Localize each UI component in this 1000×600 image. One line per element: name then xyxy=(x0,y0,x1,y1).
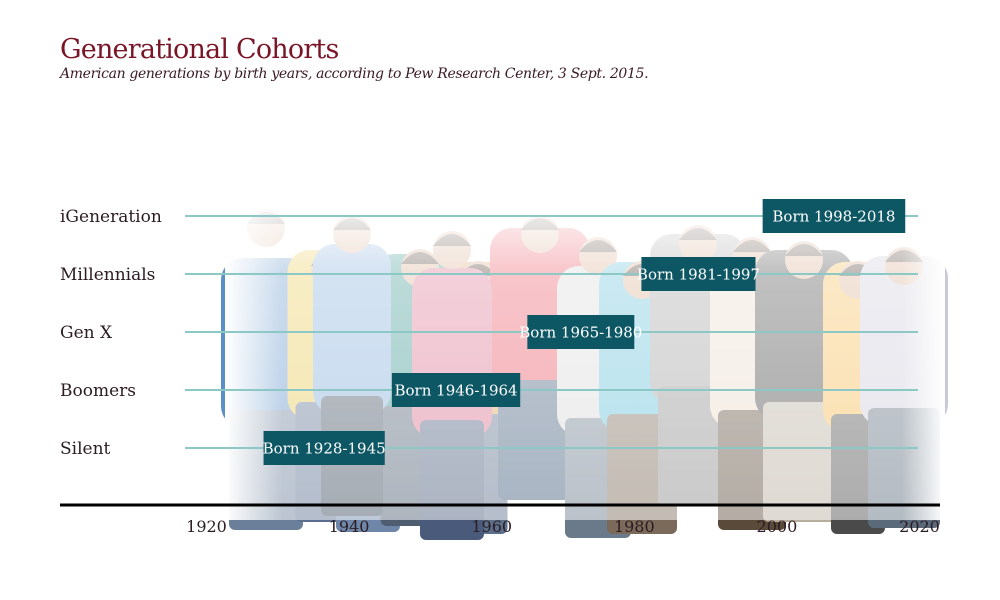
cohort-bar-label: Born 1965-1980 xyxy=(519,324,642,342)
x-tick-label: 2020 xyxy=(899,517,940,536)
chart-subtitle: American generations by birth years, acc… xyxy=(60,66,649,82)
cohort-name-label: Boomers xyxy=(60,381,136,401)
x-tick-label: 1960 xyxy=(471,517,512,536)
x-tick-label: 1980 xyxy=(614,517,655,536)
cohort-bar-label: Born 1946-1964 xyxy=(395,382,518,400)
chart-title: Generational Cohorts xyxy=(60,34,339,65)
cohort-name-label: iGeneration xyxy=(60,207,162,227)
cohort-name-label: Millennials xyxy=(60,265,155,285)
crowd-background-image xyxy=(221,190,948,540)
x-tick-label: 1940 xyxy=(329,517,370,536)
cohort-bar xyxy=(263,431,385,465)
cohort-bar xyxy=(391,373,521,407)
x-tick-label: 1920 xyxy=(186,517,227,536)
cohort-bar xyxy=(641,257,756,291)
cohort-bar-label: Born 1998-2018 xyxy=(772,208,895,226)
cohort-bar xyxy=(527,315,635,349)
cohort-name-label: Silent xyxy=(60,439,111,459)
cohort-bar xyxy=(762,199,906,233)
x-tick-label: 2000 xyxy=(757,517,798,536)
cohort-bar-label: Born 1928-1945 xyxy=(263,440,386,458)
cohort-bar-label: Born 1981-1997 xyxy=(637,266,760,284)
cohort-name-label: Gen X xyxy=(60,323,113,343)
